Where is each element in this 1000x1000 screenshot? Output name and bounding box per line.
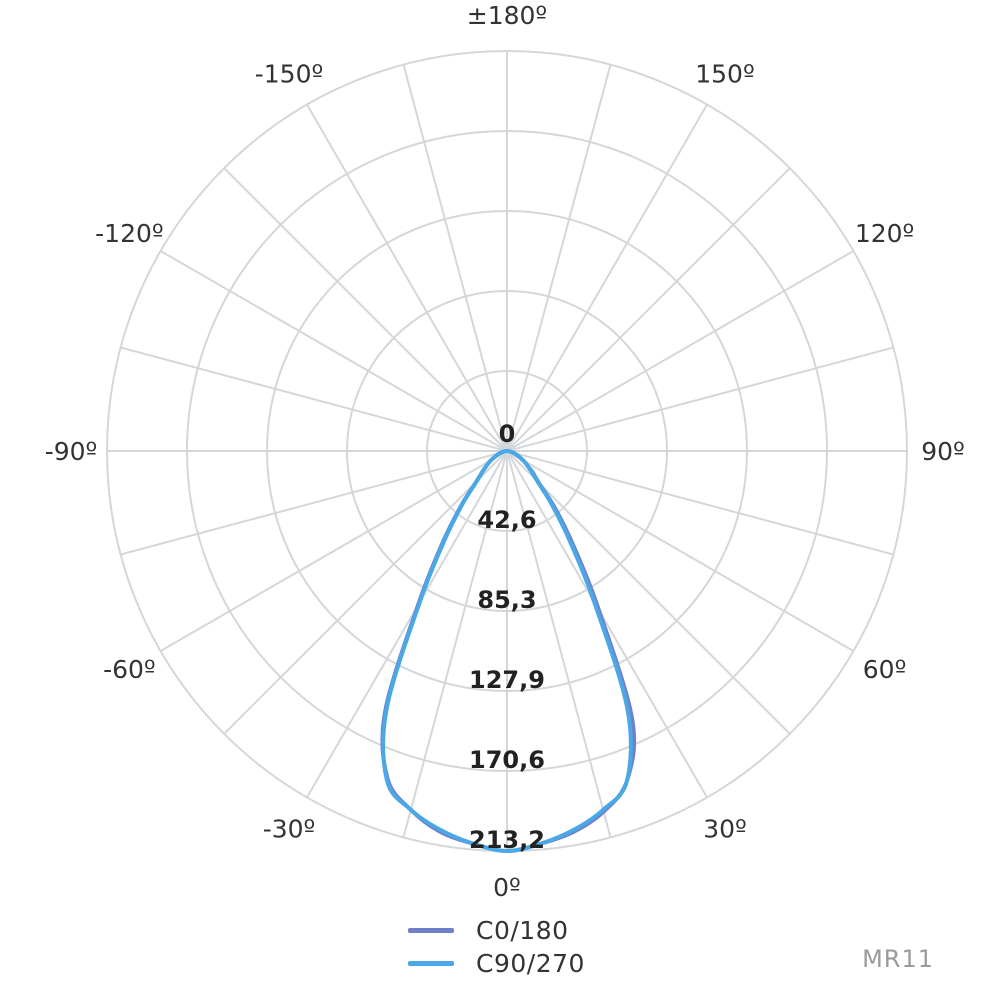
- grid-spoke-60: [506, 450, 854, 652]
- angle-label: 90º: [921, 437, 965, 466]
- grid-spoke-330: [306, 450, 508, 798]
- grid-spoke-105: [506, 346, 894, 452]
- angle-label: 30º: [703, 815, 747, 844]
- grid-spoke-135: [506, 167, 791, 452]
- grid-spoke-210: [306, 104, 508, 452]
- radial-tick-label: 0: [499, 420, 516, 448]
- angle-label: -60º: [103, 655, 156, 684]
- grid-spoke-150: [506, 104, 708, 452]
- grid-spoke-15: [506, 450, 612, 838]
- radial-tick-label: 170,6: [469, 746, 545, 774]
- angle-label: -150º: [255, 59, 324, 88]
- radial-tick-label: 42,6: [477, 506, 536, 534]
- grid-spoke-315: [223, 450, 508, 735]
- legend-label-c0-180: C0/180: [476, 915, 569, 945]
- angle-label: 150º: [695, 59, 755, 88]
- radial-tick-label: 85,3: [477, 586, 536, 614]
- radial-tick-label: 213,2: [469, 826, 545, 854]
- polar-grid: [106, 50, 908, 852]
- grid-spoke-240: [160, 250, 508, 452]
- angle-label: -120º: [95, 219, 164, 248]
- radial-tick-label: 127,9: [469, 666, 545, 694]
- legend-swatch-c90-270: [408, 960, 454, 966]
- grid-spoke-45: [506, 450, 791, 735]
- angle-label: -30º: [263, 815, 316, 844]
- legend-item-c0-180: C0/180: [408, 915, 585, 945]
- grid-spoke-345: [402, 450, 508, 838]
- grid-spoke-225: [223, 167, 508, 452]
- angle-label: 60º: [863, 655, 907, 684]
- grid-spoke-300: [160, 450, 508, 652]
- grid-spoke-75: [506, 450, 894, 556]
- angle-label: ±180º: [467, 1, 547, 30]
- label-layer: ±180º 150º 120º 90º 60º 30º 0º -30º -60º -90º -120…: [45, 1, 965, 902]
- series-layer: [380, 449, 637, 853]
- grid-spoke-165: [506, 64, 612, 452]
- grid-spoke-195: [402, 64, 508, 452]
- grid-spoke-255: [120, 346, 508, 452]
- legend: C0/180 C90/270: [408, 915, 585, 981]
- grid-spoke-285: [120, 450, 508, 556]
- grid-spoke-120: [506, 250, 854, 452]
- angle-label: 120º: [855, 219, 915, 248]
- series-line-c90-270: [381, 449, 633, 853]
- legend-item-c90-270: C90/270: [408, 948, 585, 978]
- grid-spoke-30: [506, 450, 708, 798]
- legend-swatch-c0-180: [408, 927, 454, 933]
- angle-label: -90º: [45, 437, 98, 466]
- legend-label-c90-270: C90/270: [476, 948, 585, 978]
- angle-label: 0º: [493, 873, 521, 902]
- product-code: MR11: [862, 945, 934, 973]
